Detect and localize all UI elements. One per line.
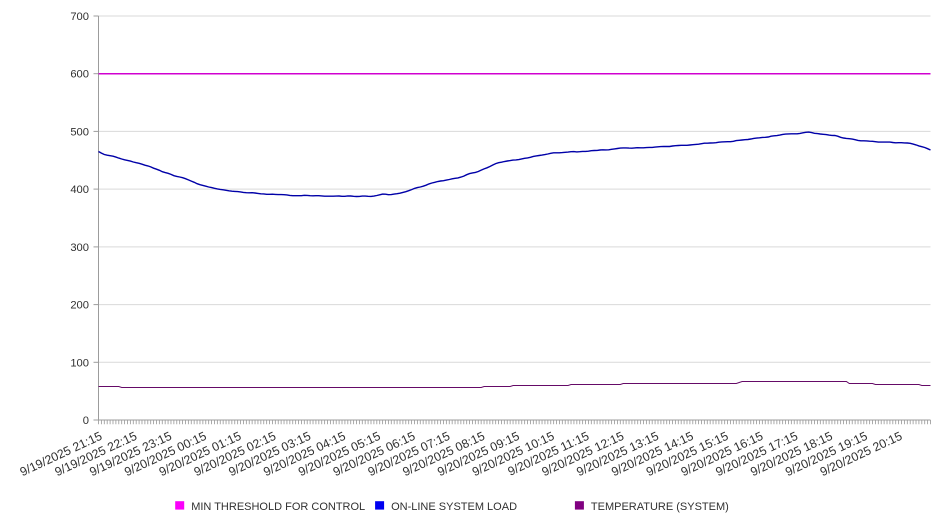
- svg-text:200: 200: [70, 300, 89, 312]
- svg-text:500: 500: [70, 126, 89, 138]
- svg-text:400: 400: [70, 184, 89, 196]
- svg-text:MIN THRESHOLD FOR CONTROL: MIN THRESHOLD FOR CONTROL: [191, 501, 365, 513]
- svg-text:700: 700: [70, 11, 89, 23]
- svg-text:300: 300: [70, 242, 89, 254]
- svg-text:100: 100: [70, 357, 89, 369]
- svg-text:0: 0: [83, 415, 89, 427]
- svg-text:600: 600: [70, 69, 89, 81]
- svg-text:TEMPERATURE (SYSTEM): TEMPERATURE (SYSTEM): [591, 501, 729, 513]
- svg-text:ON-LINE SYSTEM LOAD: ON-LINE SYSTEM LOAD: [391, 501, 517, 513]
